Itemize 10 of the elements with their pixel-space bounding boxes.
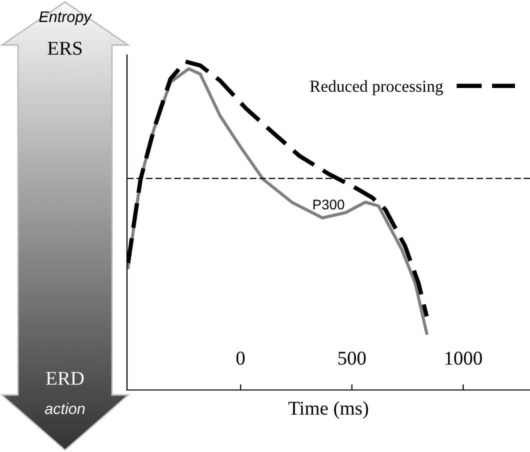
text: ERD <box>46 372 84 385</box>
x-tick-label: 0 <box>236 352 245 365</box>
text: ERS <box>48 42 82 55</box>
text: action <box>44 402 85 414</box>
annotation: P300 <box>313 200 344 210</box>
x-axis-title: Time (ms) <box>288 401 368 419</box>
x-tick-label: 500 <box>338 352 366 365</box>
text: Entropy <box>39 11 92 26</box>
legend-label: Reduced processing <box>310 80 444 96</box>
x-tick-label: 1000 <box>445 352 482 365</box>
